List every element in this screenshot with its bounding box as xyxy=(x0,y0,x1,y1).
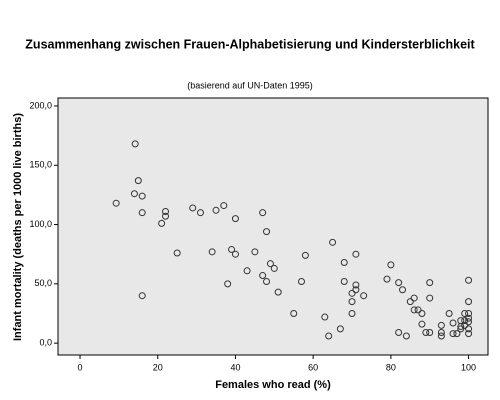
x-axis-label: Females who read (%) xyxy=(215,379,331,391)
point xyxy=(410,294,418,302)
chart-title: Zusammenhang zwischen Frauen-Alphabetisi… xyxy=(25,37,475,51)
point xyxy=(173,249,181,257)
point xyxy=(131,140,139,148)
point xyxy=(352,286,360,294)
point xyxy=(138,209,146,217)
point xyxy=(325,332,333,340)
point xyxy=(259,272,267,280)
point xyxy=(243,267,251,275)
point xyxy=(270,264,278,272)
point xyxy=(449,319,457,327)
point xyxy=(189,204,197,212)
point xyxy=(383,275,391,283)
point xyxy=(445,309,453,317)
point xyxy=(465,309,473,317)
point xyxy=(158,219,166,227)
y-tick-label: 0,0 xyxy=(39,338,52,348)
point xyxy=(461,309,469,317)
point xyxy=(414,306,422,314)
point xyxy=(465,330,473,338)
point xyxy=(263,228,271,236)
point xyxy=(220,202,228,210)
point xyxy=(134,177,142,185)
point xyxy=(138,192,146,200)
point xyxy=(453,330,461,338)
chart-subtitle: (basierend auf UN-Daten 1995) xyxy=(187,80,313,90)
y-tick-label: 100,0 xyxy=(29,219,52,229)
point xyxy=(360,292,368,300)
point xyxy=(418,309,426,317)
point xyxy=(130,190,138,198)
point xyxy=(348,289,356,297)
point xyxy=(329,238,337,246)
point xyxy=(395,279,403,287)
point xyxy=(418,320,426,328)
point xyxy=(426,294,434,302)
point xyxy=(231,250,239,258)
point xyxy=(422,328,430,336)
x-tick-label: 0 xyxy=(78,362,83,372)
point xyxy=(461,321,469,329)
y-tick-label: 200,0 xyxy=(29,100,52,110)
y-tick-label: 150,0 xyxy=(29,160,52,170)
point xyxy=(224,280,232,288)
point xyxy=(348,298,356,306)
y-tick-label: 50,0 xyxy=(34,278,52,288)
point xyxy=(112,199,120,207)
point xyxy=(290,309,298,317)
point xyxy=(348,309,356,317)
point xyxy=(340,258,348,266)
point xyxy=(449,330,457,338)
point xyxy=(340,277,348,285)
point xyxy=(387,261,395,269)
point xyxy=(426,328,434,336)
point xyxy=(465,298,473,306)
point xyxy=(352,281,360,289)
point xyxy=(274,288,282,296)
point xyxy=(437,328,445,336)
point xyxy=(457,325,465,333)
point xyxy=(162,212,170,220)
x-tick-label: 80 xyxy=(386,362,396,372)
x-tick-label: 60 xyxy=(308,362,318,372)
point xyxy=(352,250,360,258)
point xyxy=(251,248,259,256)
point xyxy=(465,276,473,284)
point xyxy=(406,298,414,306)
point xyxy=(266,260,274,268)
point xyxy=(336,325,344,333)
point xyxy=(263,277,271,285)
point xyxy=(212,206,220,214)
point xyxy=(301,251,309,259)
point xyxy=(162,207,170,215)
point xyxy=(138,292,146,300)
point xyxy=(399,286,407,294)
point xyxy=(402,332,410,340)
point xyxy=(437,332,445,340)
point xyxy=(297,277,305,285)
point xyxy=(228,245,236,253)
point xyxy=(465,314,473,322)
point xyxy=(437,321,445,329)
x-tick-label: 20 xyxy=(153,362,163,372)
point xyxy=(231,215,239,223)
point xyxy=(465,318,473,326)
point xyxy=(461,317,469,325)
point xyxy=(426,279,434,287)
x-tick-label: 40 xyxy=(230,362,240,372)
point xyxy=(196,209,204,217)
point xyxy=(259,209,267,217)
point xyxy=(457,317,465,325)
x-tick-label: 100 xyxy=(461,362,476,372)
point xyxy=(395,328,403,336)
point xyxy=(410,306,418,314)
y-axis-label: Infant mortality (deaths per 1000 live b… xyxy=(12,113,24,341)
point xyxy=(321,313,329,321)
point xyxy=(208,248,216,256)
point xyxy=(465,325,473,333)
